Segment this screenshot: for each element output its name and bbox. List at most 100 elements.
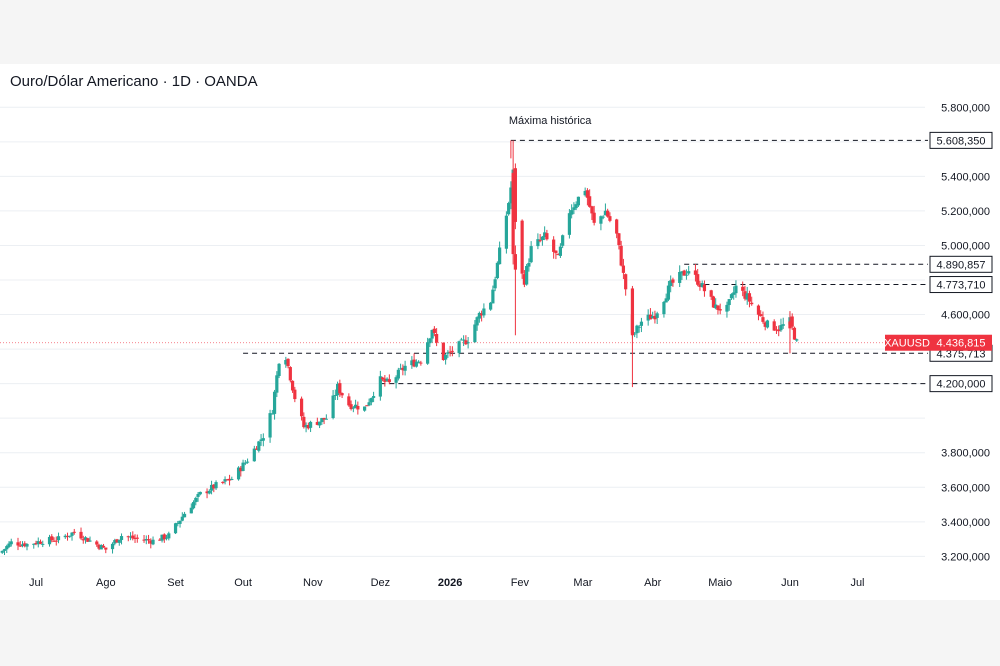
candle [592, 205, 596, 226]
candle-body [666, 285, 671, 300]
candle-body [419, 362, 423, 364]
x-tick-label: Out [234, 577, 252, 589]
candle [333, 389, 337, 401]
candle-body [146, 539, 151, 541]
candle-body [113, 540, 117, 544]
candle [446, 350, 450, 358]
y-tick-label: 5.000,000 [941, 240, 990, 252]
candle [128, 532, 133, 541]
candle [317, 421, 322, 429]
candle [477, 311, 481, 323]
candle-body [696, 274, 700, 285]
candle-body [378, 376, 382, 397]
candle [576, 196, 581, 207]
candle [353, 399, 358, 409]
candles[interactable] [0, 140, 799, 556]
candle [792, 326, 797, 340]
candle [489, 301, 493, 311]
candle-body [173, 523, 178, 534]
candle [732, 286, 736, 300]
candle-body [403, 365, 407, 371]
y-tick-label: 3.400,000 [941, 517, 990, 529]
candle [662, 300, 666, 318]
candle [245, 458, 250, 464]
candle-body [353, 404, 358, 408]
candle [284, 356, 288, 368]
candle-body [126, 536, 130, 538]
candle-body [603, 210, 608, 216]
candle-body [527, 262, 531, 267]
candle [615, 218, 619, 239]
candle-body [245, 461, 250, 463]
candle-body [765, 320, 770, 328]
candle [635, 324, 639, 339]
candle [745, 286, 749, 305]
candle-body [711, 296, 716, 308]
candle [709, 289, 713, 300]
candle-body [322, 417, 326, 420]
price-levels [0, 139, 928, 385]
candle-body [662, 301, 666, 315]
candle-body [441, 342, 445, 360]
candle [63, 534, 67, 539]
last-price-tag: 4.436,815 [937, 338, 986, 350]
candle [608, 212, 612, 223]
candle [142, 535, 146, 543]
candle [362, 406, 367, 412]
candle [349, 400, 353, 411]
candle [205, 488, 209, 499]
level-label: 4.200,000 [937, 379, 986, 391]
candle-body [32, 543, 36, 545]
candle-body [372, 396, 376, 398]
candle [180, 512, 184, 522]
candle-body [221, 481, 225, 483]
candle [275, 371, 279, 398]
candle-body [464, 340, 468, 345]
candle [432, 326, 436, 337]
y-tick-label: 5.200,000 [941, 206, 990, 218]
candle [133, 534, 137, 543]
candle [698, 280, 702, 291]
candle [601, 215, 605, 220]
candle-body [0, 550, 4, 553]
candle [308, 420, 313, 433]
candlestick-chart[interactable]: 5.800,000 5.400,000 5.200,000 5.000,000 4.60… [0, 0, 1000, 600]
candle [239, 465, 243, 477]
candle-body [682, 270, 686, 276]
candle [347, 393, 351, 407]
candle [655, 311, 659, 325]
candle-body [367, 402, 371, 406]
candle [79, 527, 83, 540]
candle-body [540, 236, 544, 241]
candle [556, 253, 560, 256]
candle-body [104, 547, 108, 550]
candle [2, 548, 7, 556]
candle [743, 285, 747, 301]
candle [381, 376, 385, 382]
candle [687, 265, 691, 276]
candle-body [457, 341, 461, 354]
x-tick-label: Dez [371, 577, 391, 589]
candle-body [489, 302, 493, 310]
candle-body [716, 305, 720, 310]
candle-body [633, 333, 637, 335]
candle-body [25, 543, 29, 547]
candle [331, 390, 335, 420]
candle [315, 417, 319, 426]
candle [682, 269, 686, 276]
candle-body [617, 233, 621, 246]
candle-body [88, 540, 92, 542]
candle [38, 539, 43, 545]
candle-body [261, 438, 265, 441]
x-tick-label: Jun [781, 577, 799, 589]
candle-body [777, 329, 781, 332]
candle [387, 374, 391, 385]
candle [259, 434, 263, 446]
candle [47, 534, 52, 547]
candle [126, 535, 130, 542]
candle [756, 304, 761, 321]
annotation-label: Máxima histórica [509, 115, 592, 127]
candle-body [257, 441, 261, 451]
candle-body [365, 405, 369, 407]
candle-body [513, 168, 517, 222]
